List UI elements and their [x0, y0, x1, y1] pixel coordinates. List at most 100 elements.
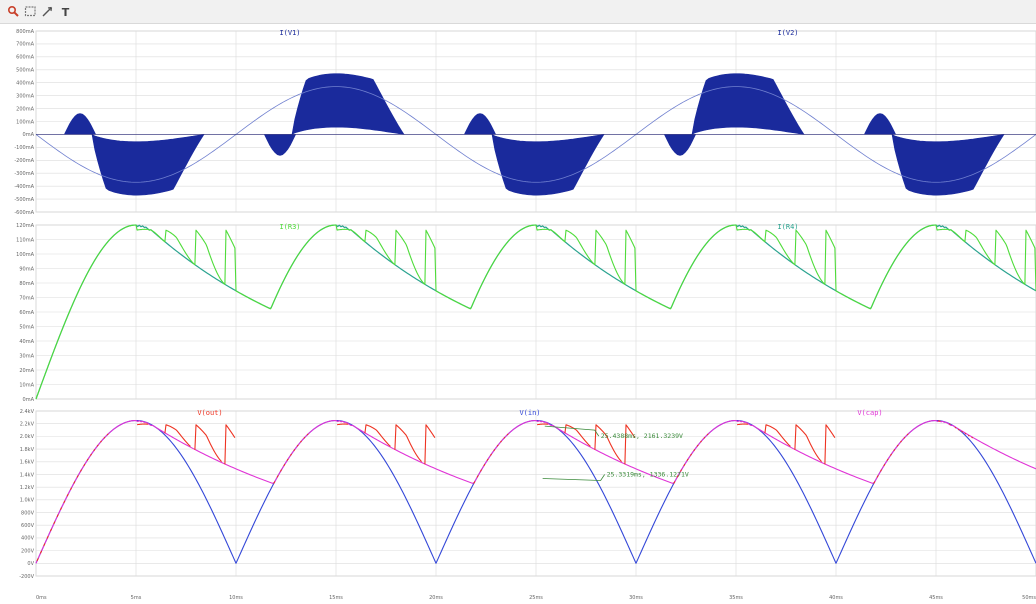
cursor-label-2[interactable]: 25.3319ms, 1336.1271V [607, 471, 689, 479]
y-tick-label: 0V [27, 561, 34, 567]
series-line-vout [337, 423, 349, 426]
y-tick-label: -400mA [14, 184, 34, 190]
series-line-vout [937, 420, 941, 422]
series-line-vout [224, 424, 236, 465]
x-tick-label: 0ms [36, 595, 47, 601]
y-tick-label: 10mA [19, 382, 34, 388]
y-tick-label: 80mA [19, 281, 34, 287]
series-line-vout [594, 424, 622, 462]
series-line-vout [964, 432, 967, 435]
grid-layer [35, 30, 1036, 577]
y-tick-label: 100mA [16, 119, 34, 125]
legend-label[interactable]: I(R3) [279, 223, 300, 231]
series-line-vout [889, 453, 893, 456]
x-tick-label: 35ms [729, 595, 743, 601]
current-envelope-spike [864, 113, 896, 135]
series-line-vout [46, 535, 49, 539]
series-line-vout [306, 433, 309, 436]
series-line-vout [293, 448, 296, 452]
legend-label[interactable]: I(V1) [279, 29, 300, 37]
current-envelope-spike [64, 113, 96, 135]
current-envelope-spike [664, 134, 696, 156]
cursor-label-1[interactable]: 25.4388ms, 2161.3239V [601, 432, 683, 440]
legend-label[interactable]: V(cap) [857, 409, 882, 417]
series-line-vout [486, 458, 489, 461]
y-tick-label: 30mA [19, 353, 34, 359]
series-line-vout [483, 463, 486, 467]
series-line-ir3 [35, 224, 1036, 400]
pan-tool-icon[interactable] [40, 4, 55, 19]
series-line-vout [276, 475, 279, 478]
series-line-vout [700, 440, 702, 443]
series-line-vout [289, 453, 293, 456]
series-line-vout [957, 428, 960, 431]
series-line-vcap [35, 419, 1036, 564]
series-line-vout [69, 487, 73, 491]
series-line-vout [737, 423, 749, 426]
series-line-vout [36, 558, 39, 562]
series-line-vout [394, 424, 422, 462]
series-line-vout [496, 444, 499, 447]
x-tick-label: 15ms [329, 595, 343, 601]
series-line-vout [79, 469, 83, 472]
series-line-vout [954, 426, 957, 429]
series-line-vout [59, 507, 63, 511]
legend-label[interactable]: I(V2) [777, 29, 798, 37]
y-tick-label: 800mA [16, 29, 34, 35]
series-line-vout [696, 444, 699, 447]
series-line-vout [89, 453, 93, 456]
series-line-vout [683, 463, 686, 467]
series-line-vout [903, 436, 906, 439]
y-tick-label: 1.6kV [20, 460, 35, 466]
series-line-vout [893, 448, 896, 452]
series-line-vout [194, 424, 222, 462]
zoom-box-icon[interactable] [23, 4, 38, 19]
toolbar: T [0, 0, 1036, 24]
series-line-vout [794, 424, 822, 462]
y-tick-label: 100mA [16, 252, 34, 258]
y-tick-label: 110mA [16, 237, 34, 243]
series-line-vout [886, 458, 889, 461]
series-line-vout [93, 448, 96, 452]
y-tick-label: 2.0kV [20, 434, 35, 440]
series-line-vout [971, 436, 973, 439]
y-tick-label: 90mA [19, 266, 34, 272]
legend-label[interactable]: I(R4) [777, 223, 798, 231]
series-line-vout [479, 469, 483, 472]
series-line-vout [83, 463, 86, 467]
cursor-leader-1[interactable] [544, 425, 600, 437]
zoom-tool-icon[interactable] [6, 4, 21, 19]
cursor-leader-2[interactable] [542, 474, 605, 481]
series-line-vout [303, 436, 306, 439]
series-line-vout [537, 423, 549, 426]
series-line-vout [824, 424, 836, 465]
series-line-vout [164, 424, 191, 447]
legend-label[interactable]: V(in) [519, 409, 540, 417]
legend-label[interactable]: V(out) [197, 409, 222, 417]
series-line-vout [493, 448, 496, 452]
series-line-vout [896, 444, 899, 447]
series-line-vout [500, 440, 502, 443]
y-tick-label: -600mA [14, 210, 34, 216]
x-tick-label: 20ms [429, 595, 443, 601]
series-line-vout [296, 444, 299, 447]
series-line-vout [900, 440, 902, 443]
y-tick-label: -500mA [14, 197, 34, 203]
series-line-vout [949, 423, 951, 426]
series-line-vout [43, 543, 46, 547]
cursor-layer[interactable]: 25.4388ms, 2161.3239V 25.3319ms, 1336.127… [542, 425, 689, 481]
x-tick-label: 30ms [629, 595, 643, 601]
series-line-vout [673, 481, 676, 484]
series-line-vout [103, 436, 106, 439]
series-line-vout [879, 469, 883, 472]
svg-text:T: T [62, 6, 70, 18]
waveform-plot[interactable]: 25.4388ms, 2161.3239V 25.3319ms, 1336.127… [0, 24, 1036, 604]
y-tick-label: 40mA [19, 339, 34, 345]
series-line-vout [39, 550, 43, 554]
y-tick-label: 120mA [16, 223, 34, 229]
y-tick-label: -200mA [14, 158, 34, 164]
text-tool-icon[interactable]: T [58, 4, 73, 19]
y-tick-label: 1.0kV [20, 498, 35, 504]
x-tick-label: 10ms [229, 595, 243, 601]
